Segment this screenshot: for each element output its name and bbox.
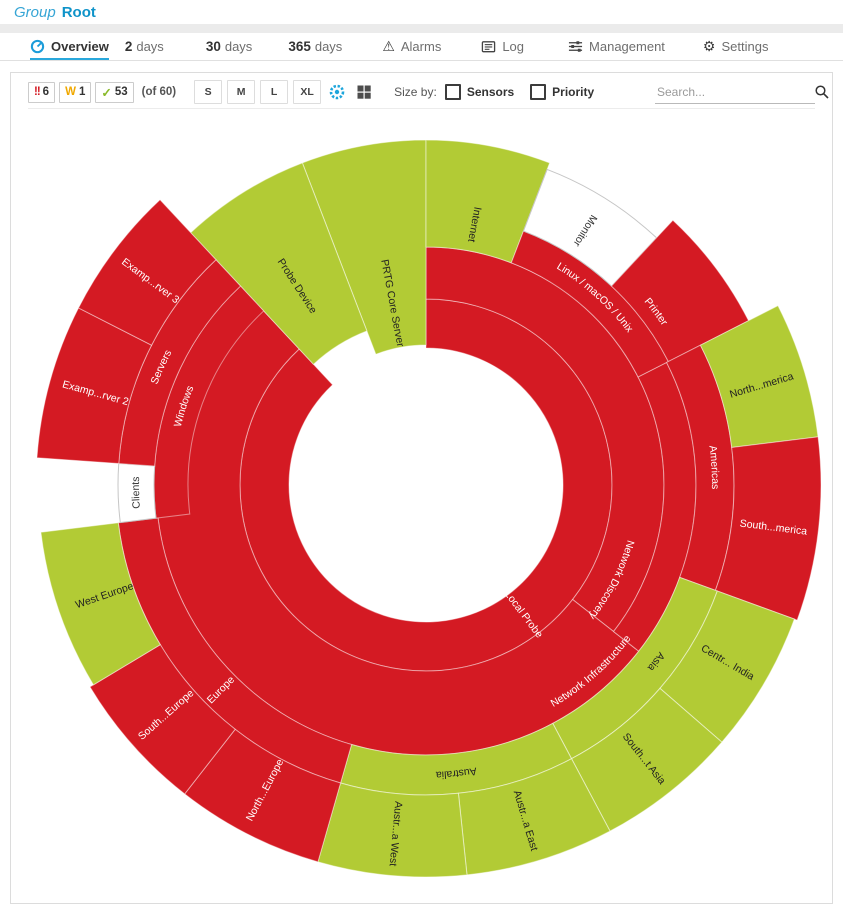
gear-icon: ⚙: [702, 38, 716, 54]
sunburst-label-americas: Americas: [706, 445, 721, 489]
sunburst-view-button[interactable]: [326, 81, 348, 103]
sunburst-label-australia: Australia: [435, 765, 477, 781]
size-s-button[interactable]: S: [194, 80, 223, 104]
sensors-checkbox[interactable]: [444, 84, 461, 100]
tab-2-days[interactable]: 2 days: [125, 33, 164, 59]
header-divider-strip: [0, 24, 843, 33]
tab-label: days: [224, 38, 253, 54]
tab-label: Management: [589, 38, 665, 54]
error-icon: !!: [34, 86, 41, 98]
tab-365-days[interactable]: 365 days: [288, 33, 342, 59]
sunburst-segment-network-discovery[interactable]: [425, 246, 665, 633]
tab-label: Settings: [721, 38, 769, 54]
error-count-badge[interactable]: !! 6: [28, 81, 56, 103]
tab-label: Alarms: [400, 38, 442, 54]
warning-icon: ⚠: [382, 38, 395, 54]
gauge-icon: [30, 39, 45, 54]
priority-checkbox[interactable]: [530, 84, 547, 100]
ok-count-badge[interactable]: ✓ 53: [95, 81, 134, 103]
check-icon: ✓: [101, 85, 112, 100]
search-input[interactable]: [655, 83, 814, 100]
warning-count-badge[interactable]: W 1: [59, 81, 92, 103]
search-box: [655, 81, 829, 104]
sunburst-segment-probe-device[interactable]: [190, 162, 368, 366]
toolbar: !! 6 W 1 ✓ 53 (of 60) S M L XL Size by: …: [28, 80, 829, 104]
tab-settings[interactable]: ⚙ Settings: [703, 33, 769, 59]
sunburst-segment-west-europe[interactable]: [40, 522, 161, 686]
sunburst-segment-examp-rver-3[interactable]: [77, 199, 217, 346]
tab-label: Log: [502, 38, 525, 54]
sunburst-segment-monitor[interactable]: [522, 168, 658, 287]
toolbar-separator: [28, 108, 815, 109]
sunburst-segment-south-merica[interactable]: [714, 436, 822, 621]
size-l-button[interactable]: L: [260, 80, 289, 104]
sensors-checkbox-label[interactable]: Sensors: [466, 85, 515, 99]
sunburst-label-austr-a-west: Austr...a West: [387, 801, 405, 867]
tab-30-days[interactable]: 30 days: [206, 33, 253, 59]
sunburst-segment-windows[interactable]: [153, 285, 265, 519]
sunburst-segment-servers[interactable]: [118, 259, 242, 467]
ok-count: 53: [114, 86, 128, 98]
tab-label: Overview: [51, 38, 109, 54]
breadcrumb-group[interactable]: Group: [14, 4, 56, 21]
tab-alarms[interactable]: ⚠ Alarms: [382, 33, 441, 59]
sunburst-segment-local-probe[interactable]: [239, 298, 613, 672]
tab-log[interactable]: Log: [481, 33, 524, 59]
tab-number: 30: [205, 38, 221, 54]
log-icon: [481, 39, 496, 54]
tile-view-button[interactable]: [353, 81, 375, 103]
sunburst-segment-ring2-filler[interactable]: [612, 361, 697, 652]
sliders-icon: [568, 39, 583, 54]
tiles-icon: [356, 84, 372, 100]
size-xl-button[interactable]: XL: [293, 80, 322, 104]
breadcrumb-root: Root: [61, 4, 96, 21]
sunburst-label-clients: Clients: [130, 476, 143, 509]
warning-letter-icon: W: [65, 86, 76, 98]
tab-number: 2: [124, 38, 133, 54]
sunburst-view-icon: [328, 83, 346, 101]
breadcrumb: Group Root: [14, 4, 96, 21]
tab-number: 365: [288, 38, 311, 54]
tab-bar: Overview 2 days 30 days 365 days ⚠ Alarm…: [30, 33, 769, 61]
size-by-label: Size by:: [394, 85, 437, 99]
tab-label: days: [314, 38, 343, 54]
tab-label: days: [136, 38, 164, 54]
priority-checkbox-label[interactable]: Priority: [552, 85, 595, 99]
sensor-total-label: (of 60): [141, 86, 177, 98]
sunburst-segment-examp-rver-2[interactable]: [36, 307, 153, 465]
active-tab-underline: [30, 58, 109, 61]
tabs-bottom-border: [0, 60, 843, 61]
warning-count: 1: [78, 86, 86, 98]
size-m-button[interactable]: M: [227, 80, 256, 104]
search-icon[interactable]: [814, 84, 830, 100]
tab-overview[interactable]: Overview: [30, 33, 109, 61]
tab-management[interactable]: Management: [568, 33, 665, 59]
error-count: 6: [42, 86, 50, 98]
sunburst-segment-internet[interactable]: [425, 139, 551, 264]
